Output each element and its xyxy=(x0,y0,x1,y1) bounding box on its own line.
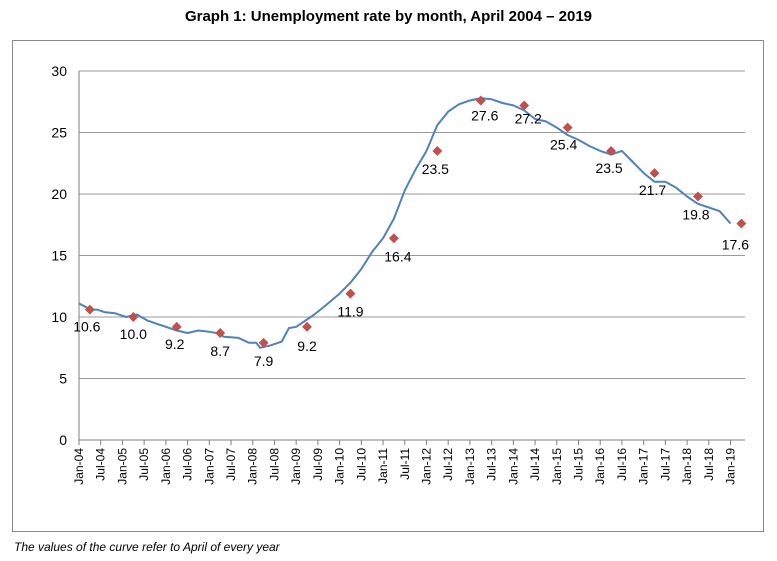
data-point-marker xyxy=(302,321,312,332)
x-tick-label: Jul-11 xyxy=(398,448,412,480)
data-label: 8.7 xyxy=(210,343,230,359)
x-tick-label: Jul-09 xyxy=(311,448,325,481)
x-tick-label: Jan-09 xyxy=(289,448,303,485)
x-tick-label: Jul-17 xyxy=(658,448,672,481)
x-tick-label: Jul-12 xyxy=(441,448,455,481)
x-tick-label: Jan-13 xyxy=(463,448,477,485)
data-point-marker xyxy=(258,337,269,348)
data-label: 9.2 xyxy=(165,336,185,352)
data-point-marker xyxy=(215,328,226,338)
x-tick-label: Jan-04 xyxy=(72,448,86,485)
x-tick-label: Jul-05 xyxy=(137,448,151,481)
data-point-marker xyxy=(736,218,747,229)
x-tick-label: Jan-18 xyxy=(680,448,694,485)
data-label: 9.2 xyxy=(297,338,317,354)
y-tick-label: 10 xyxy=(51,309,67,325)
x-tick-label: Jul-18 xyxy=(702,448,716,481)
data-point-marker xyxy=(606,146,617,156)
data-point-marker xyxy=(432,146,443,156)
data-label: 27.6 xyxy=(471,108,498,124)
x-tick-label: Jan-16 xyxy=(593,448,607,485)
data-point-marker xyxy=(128,312,139,322)
x-tick-label: Jul-07 xyxy=(224,448,238,481)
x-tick-label: Jan-17 xyxy=(637,448,651,485)
y-tick-label: 0 xyxy=(59,432,67,448)
y-tick-label: 5 xyxy=(59,371,67,387)
x-tick-label: Jan-07 xyxy=(202,448,216,485)
x-tick-label: Jul-10 xyxy=(354,448,368,481)
data-point-marker xyxy=(692,191,703,202)
x-tick-label: Jul-08 xyxy=(267,448,281,481)
x-tick-label: Jul-13 xyxy=(485,448,499,481)
data-label: 16.4 xyxy=(384,248,411,264)
data-point-marker xyxy=(649,168,660,179)
data-label: 27.2 xyxy=(515,110,542,126)
data-label: 21.7 xyxy=(639,182,666,198)
data-label: 10.6 xyxy=(73,319,100,335)
data-point-marker xyxy=(519,100,530,111)
y-tick-label: 25 xyxy=(51,125,67,141)
data-point-marker xyxy=(562,122,573,133)
x-tick-label: Jan-15 xyxy=(550,448,564,485)
x-tick-label: Jul-04 xyxy=(94,448,108,481)
data-label: 17.6 xyxy=(722,237,749,253)
y-tick-label: 30 xyxy=(51,63,67,79)
data-label: 25.4 xyxy=(550,137,577,153)
data-label: 11.9 xyxy=(337,304,363,320)
data-point-marker xyxy=(388,233,399,244)
y-tick-label: 15 xyxy=(51,248,67,264)
data-label: 10.0 xyxy=(120,326,147,342)
data-point-marker xyxy=(475,95,486,106)
x-tick-label: Jan-11 xyxy=(376,448,390,484)
x-tick-label: Jul-15 xyxy=(572,448,586,481)
data-label: 19.8 xyxy=(682,206,709,222)
data-point-marker xyxy=(345,288,356,299)
x-tick-label: Jan-08 xyxy=(246,448,260,485)
x-tick-label: Jul-16 xyxy=(615,448,629,481)
chart-footnote: The values of the curve refer to April o… xyxy=(14,540,280,554)
chart-title: Graph 1: Unemployment rate by month, Apr… xyxy=(184,8,593,25)
unemployment-series-line xyxy=(78,97,732,349)
y-tick-label: 20 xyxy=(51,186,67,202)
data-label: 23.5 xyxy=(422,161,449,177)
chart-frame xyxy=(12,40,764,532)
x-tick-label: Jul-14 xyxy=(528,448,542,481)
data-point-marker xyxy=(84,304,95,315)
data-label: 7.9 xyxy=(254,353,274,369)
x-tick-label: Jan-14 xyxy=(506,448,520,485)
x-tick-label: Jan-05 xyxy=(115,448,129,485)
data-label: 23.5 xyxy=(595,160,622,176)
x-tick-label: Jan-12 xyxy=(419,448,433,485)
x-tick-label: Jul-06 xyxy=(181,448,195,481)
x-tick-label: Jan-19 xyxy=(724,448,738,485)
x-tick-label: Jan-10 xyxy=(333,448,347,485)
x-tick-label: Jan-06 xyxy=(159,448,173,485)
data-point-marker xyxy=(171,321,182,332)
